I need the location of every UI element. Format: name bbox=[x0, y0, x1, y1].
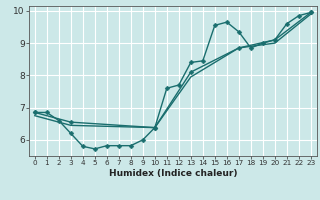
X-axis label: Humidex (Indice chaleur): Humidex (Indice chaleur) bbox=[108, 169, 237, 178]
